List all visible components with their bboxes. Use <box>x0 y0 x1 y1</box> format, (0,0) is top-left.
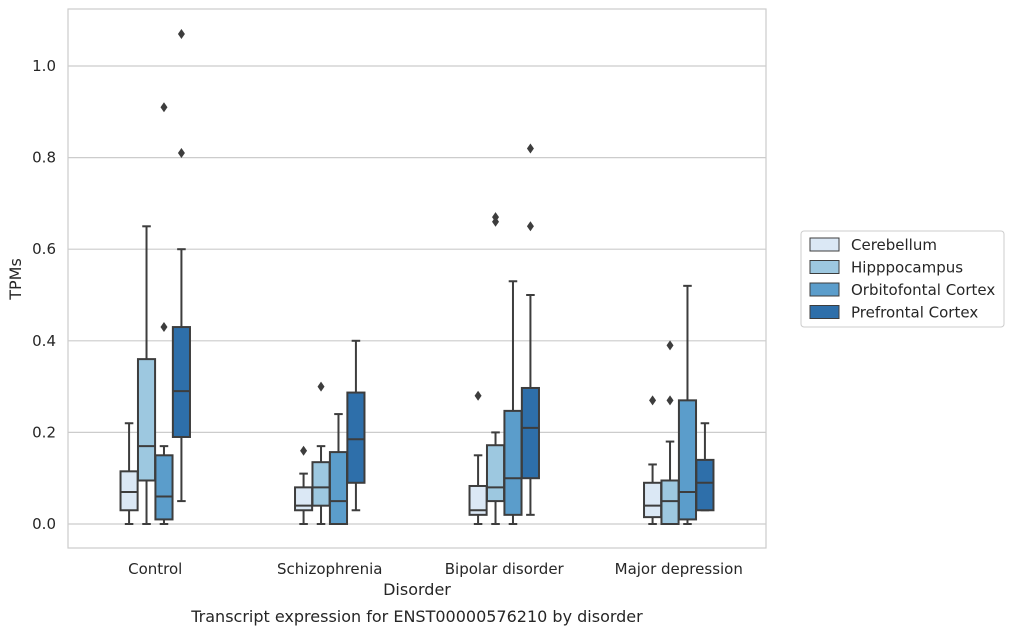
boxes <box>119 28 715 525</box>
x-tick-label: Bipolar disorder <box>445 560 565 578</box>
box <box>677 399 698 521</box>
box <box>695 458 715 512</box>
box-group <box>154 102 174 525</box>
x-tick-label: Major depression <box>615 560 743 578</box>
x-tick-labels: Control Schizophrenia Bipolar disorder Majo… <box>128 560 743 578</box>
outlier-marker <box>526 143 534 154</box>
box-group <box>119 422 139 525</box>
y-tick-label: 0.8 <box>32 149 56 167</box>
y-tick-label: 0.0 <box>32 515 56 533</box>
box <box>660 479 680 525</box>
box-group <box>677 284 698 525</box>
box <box>311 461 331 507</box>
outlier-marker <box>526 221 534 232</box>
legend: Cerebellum Hipppocampus Orbitofontal Corte… <box>800 230 1005 328</box>
box-group <box>294 445 314 525</box>
outlier-marker <box>649 395 657 406</box>
box <box>119 470 139 512</box>
outlier-marker <box>474 390 482 401</box>
box <box>520 386 540 480</box>
outlier-marker <box>317 381 325 392</box>
legend-swatch <box>809 237 840 252</box>
box <box>154 454 174 521</box>
outlier-marker <box>177 148 185 159</box>
legend-label: Orbitofontal Cortex <box>851 281 995 299</box>
outlier-marker <box>666 340 674 351</box>
outlier-marker <box>160 102 168 113</box>
box <box>485 444 506 503</box>
box-group <box>346 339 366 512</box>
legend-items: Cerebellum Hipppocampus Orbitofontal Corte… <box>809 236 995 322</box>
box-group <box>695 422 715 512</box>
box <box>171 326 191 438</box>
box <box>136 358 157 482</box>
box-group <box>468 390 488 525</box>
legend-swatch <box>809 260 840 274</box>
x-axis-title: Disorder <box>383 580 451 599</box>
box <box>503 409 523 516</box>
legend-swatch <box>809 282 840 297</box>
legend-frame <box>800 230 1005 328</box>
legend-swatch <box>809 305 840 319</box>
legend-label: Cerebellum <box>851 236 937 254</box>
x-tick-label: Control <box>128 560 182 578</box>
box-group <box>136 225 157 525</box>
y-tick-label: 0.2 <box>32 423 56 441</box>
chart-caption: Transcript expression for ENST0000057621… <box>190 607 643 626</box>
box <box>346 391 366 484</box>
box <box>643 481 663 519</box>
y-tick-label: 0.4 <box>32 332 56 350</box>
legend-label: Hipppocampus <box>851 259 963 277</box>
y-tick-label: 0.6 <box>32 240 56 258</box>
y-tick-labels: 0.0 0.2 0.4 0.6 0.8 1.0 <box>32 57 56 533</box>
box-group <box>171 28 191 503</box>
box-group <box>328 413 349 525</box>
x-tick-label: Schizophrenia <box>277 560 382 578</box>
plot-area <box>67 8 767 549</box>
box <box>328 451 349 525</box>
box-group <box>520 143 540 516</box>
y-tick-label: 1.0 <box>32 57 56 75</box>
outlier-marker <box>492 212 500 223</box>
outlier-marker <box>160 322 168 333</box>
legend-label: Prefrontal Cortex <box>851 304 978 322</box>
outlier-marker <box>177 28 185 39</box>
y-axis-title: TPMs <box>6 258 25 301</box>
box-group <box>503 280 523 525</box>
outlier-marker <box>300 445 308 456</box>
box <box>294 486 314 512</box>
outlier-marker <box>666 395 674 406</box>
